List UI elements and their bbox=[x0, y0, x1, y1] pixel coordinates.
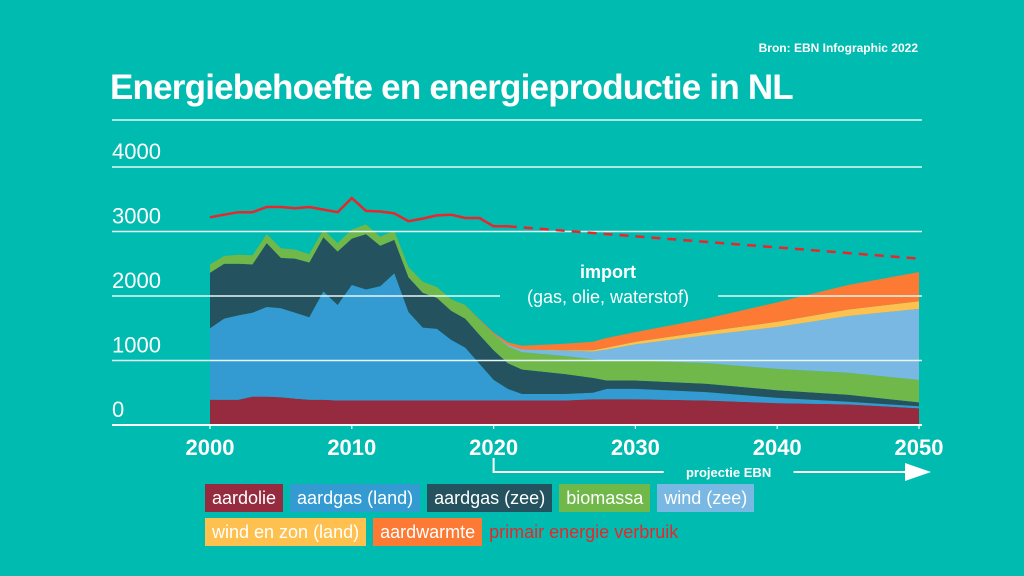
x-tick-label: 2040 bbox=[753, 435, 802, 460]
y-tick-label: 0 bbox=[112, 397, 124, 422]
demand-line-projected bbox=[507, 225, 920, 260]
arrow-right-icon bbox=[905, 463, 931, 481]
x-tick-labels: 2000 2010 2020 2030 2040 2050 bbox=[186, 425, 944, 460]
x-tick-label: 2030 bbox=[611, 435, 660, 460]
x-tick-label: 2020 bbox=[469, 435, 518, 460]
area-aardgas-land bbox=[210, 273, 919, 409]
chart-title: Energiebehoefte en energieproductie in N… bbox=[110, 68, 794, 107]
area-aardolie bbox=[210, 396, 919, 425]
y-tick-label: 1000 bbox=[112, 333, 161, 358]
gridlines bbox=[112, 166, 922, 426]
legend-item-wind-en-zon-land: wind en zon (land) bbox=[205, 518, 367, 546]
legend: aardolie aardgas (land) aardgas (zee) bioma… bbox=[205, 484, 965, 552]
import-label: import bbox=[580, 262, 636, 282]
projection-bracket bbox=[492, 458, 664, 473]
projection-label: projectie EBN bbox=[686, 465, 771, 480]
legend-item-wind-zee: wind (zee) bbox=[657, 484, 755, 512]
legend-item-aardgas-zee: aardgas (zee) bbox=[427, 484, 553, 512]
x-tick-label: 2000 bbox=[186, 435, 235, 460]
demand-line-historic bbox=[209, 196, 508, 228]
y-tick-label: 4000 bbox=[112, 139, 161, 164]
source-label: Bron: EBN Infographic 2022 bbox=[758, 41, 918, 55]
area-biomassa bbox=[210, 224, 919, 403]
area-wind-zee bbox=[210, 224, 919, 380]
import-sublabel: (gas, olie, waterstof) bbox=[527, 287, 689, 307]
area-aardwarmte bbox=[210, 224, 919, 351]
area-aardgas-zee bbox=[210, 234, 919, 407]
annotations: import (gas, olie, waterstof) projectie EB… bbox=[492, 262, 931, 481]
legend-item-aardwarmte: aardwarmte bbox=[373, 518, 483, 546]
legend-item-biomassa: biomassa bbox=[559, 484, 651, 512]
legend-item-aardgas-land: aardgas (land) bbox=[290, 484, 421, 512]
y-tick-labels: 0 1000 2000 3000 4000 bbox=[112, 139, 161, 422]
legend-item-primair-energie-verbruik: primair energie verbruik bbox=[489, 522, 679, 542]
demand-line-group bbox=[209, 196, 920, 260]
legend-item-aardolie: aardolie bbox=[205, 484, 284, 512]
y-tick-label: 3000 bbox=[112, 204, 161, 229]
area-layers bbox=[210, 224, 919, 425]
x-tick-label: 2010 bbox=[327, 435, 376, 460]
x-tick-label: 2050 bbox=[895, 435, 944, 460]
y-tick-label: 2000 bbox=[112, 268, 161, 293]
